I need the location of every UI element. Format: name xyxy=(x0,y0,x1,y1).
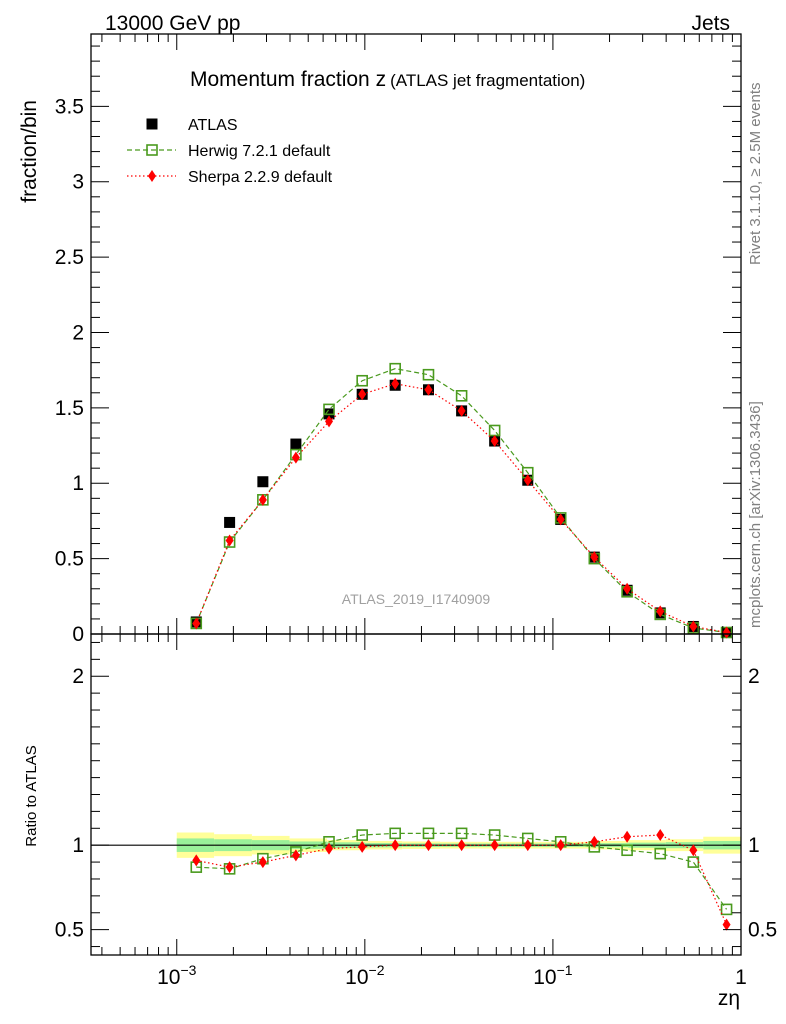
y-tick-label: 0.5 xyxy=(55,548,84,571)
y-tick-label: 3 xyxy=(72,171,84,194)
data-point xyxy=(290,438,302,450)
y-tick-label: 1 xyxy=(72,472,84,495)
rivet-version-label: Rivet 3.1.10, ≥ 2.5M events xyxy=(747,83,764,266)
ratio-point xyxy=(621,844,633,857)
data-point xyxy=(325,415,334,428)
x-tick-label: 10−2 xyxy=(345,962,385,989)
ratio-point xyxy=(225,861,234,874)
ratio-point xyxy=(722,918,731,931)
data-point xyxy=(291,451,300,464)
legend-item-herwig-7-2-1-default: Herwig 7.2.1 default xyxy=(127,143,331,160)
series-sherpa-2-2-9-default xyxy=(192,377,731,639)
ratio-point xyxy=(457,839,466,852)
data-point xyxy=(257,476,269,488)
ratio-point xyxy=(192,854,201,867)
data-point xyxy=(722,626,731,639)
legend-label: ATLAS xyxy=(188,117,238,134)
ratio-line xyxy=(196,832,728,910)
ratio-y-tick-label: 0.5 xyxy=(55,919,84,942)
data-point xyxy=(258,493,267,506)
ratio-point xyxy=(590,835,599,848)
collision-energy-label: 13000 GeV pp xyxy=(105,12,240,35)
ratio-point xyxy=(654,847,667,860)
ratio-point xyxy=(391,839,400,852)
data-point xyxy=(590,551,599,564)
ratio-point xyxy=(490,839,499,852)
data-point xyxy=(455,390,468,402)
ratio-y-tick-label: 2 xyxy=(72,665,84,688)
data-point xyxy=(422,368,435,381)
data-point xyxy=(389,362,401,375)
ratio-point xyxy=(424,839,433,852)
ratio-uncertainty-bands xyxy=(91,832,741,858)
x-tick-label: 10−1 xyxy=(533,962,573,989)
ratio-y-tick-label-right: 0.5 xyxy=(748,919,777,942)
mcplots-label: mcplots.cern.ch [arXiv:1306.3436] xyxy=(747,401,764,628)
ratio-point xyxy=(523,839,532,852)
y-tick-label: 3.5 xyxy=(55,95,84,118)
ratio-y-axis-title: Ratio to ATLAS xyxy=(23,745,40,846)
ratio-point xyxy=(422,827,435,840)
legend-label: Herwig 7.2.1 default xyxy=(188,143,331,160)
main-panel-series xyxy=(190,362,733,639)
ratio-point xyxy=(720,903,733,916)
legend-item-atlas: ATLAS xyxy=(146,117,238,134)
ratio-line xyxy=(196,834,728,925)
data-point xyxy=(192,617,201,630)
axes: 10−3 10−2 10−1 1 0 0.5 1 1.5 2 2.5 3 3.5 0.5 0.5 1 1 2 2 xyxy=(55,33,777,989)
plot-title-sub: (ATLAS jet fragmentation) xyxy=(390,71,585,90)
data-point xyxy=(457,404,466,417)
ratio-y-tick-label-right: 1 xyxy=(748,834,760,857)
process-label: Jets xyxy=(691,12,730,35)
legend-label: Sherpa 2.2.9 default xyxy=(188,169,333,186)
data-point xyxy=(356,374,368,387)
ratio-point xyxy=(358,840,367,853)
y-tick-label-zero: 0 xyxy=(72,623,84,646)
data-point xyxy=(225,534,234,547)
data-point xyxy=(224,516,236,528)
ratio-series-sherpa-2-2-9-default xyxy=(192,829,731,931)
legend-marker xyxy=(148,170,156,182)
ratio-point xyxy=(656,829,665,842)
ratio-plot-frame xyxy=(90,633,742,956)
legend-item-sherpa-2-2-9-default: Sherpa 2.2.9 default xyxy=(127,169,333,186)
data-point xyxy=(424,383,433,396)
data-point xyxy=(556,513,565,526)
data-point xyxy=(689,620,698,633)
y-tick-label: 2 xyxy=(72,321,84,344)
data-point xyxy=(623,582,632,595)
data-point xyxy=(656,605,665,618)
series-line xyxy=(195,368,727,634)
data-point xyxy=(323,403,335,416)
legend-marker xyxy=(146,144,158,156)
y-tick-label: 1.5 xyxy=(55,397,84,420)
main-y-axis-title: fraction/bin xyxy=(18,100,41,203)
ratio-point xyxy=(689,844,698,857)
ratio-y-tick-label: 1 xyxy=(72,834,84,857)
data-point xyxy=(391,377,400,390)
analysis-watermark: ATLAS_2019_I1740909 xyxy=(342,591,491,607)
data-point xyxy=(358,388,367,401)
ratio-point xyxy=(455,827,468,840)
legend-marker xyxy=(146,118,158,130)
plot-title: Momentum fraction z (ATLAS jet fragmentat… xyxy=(190,68,585,91)
y-tick-label: 2.5 xyxy=(55,246,84,269)
legend: ATLAS Herwig 7.2.1 default Sherpa 2.2.9 de… xyxy=(127,117,333,186)
x-tick-label: 1 xyxy=(735,966,747,989)
ratio-point xyxy=(291,849,300,862)
x-axis-title: zη xyxy=(718,987,740,1010)
ratio-point xyxy=(258,856,267,869)
ratio-point xyxy=(356,829,368,841)
ratio-point xyxy=(389,827,401,840)
ratio-panel-series xyxy=(190,827,733,931)
ratio-point xyxy=(556,839,565,852)
data-point xyxy=(523,474,532,487)
plot-title-main: Momentum fraction z xyxy=(190,68,386,91)
ratio-y-tick-label-right: 2 xyxy=(748,665,760,688)
x-tick-label: 10−3 xyxy=(157,962,197,989)
data-point xyxy=(490,435,499,448)
ratio-point xyxy=(325,842,334,855)
ratio-point xyxy=(623,830,632,843)
